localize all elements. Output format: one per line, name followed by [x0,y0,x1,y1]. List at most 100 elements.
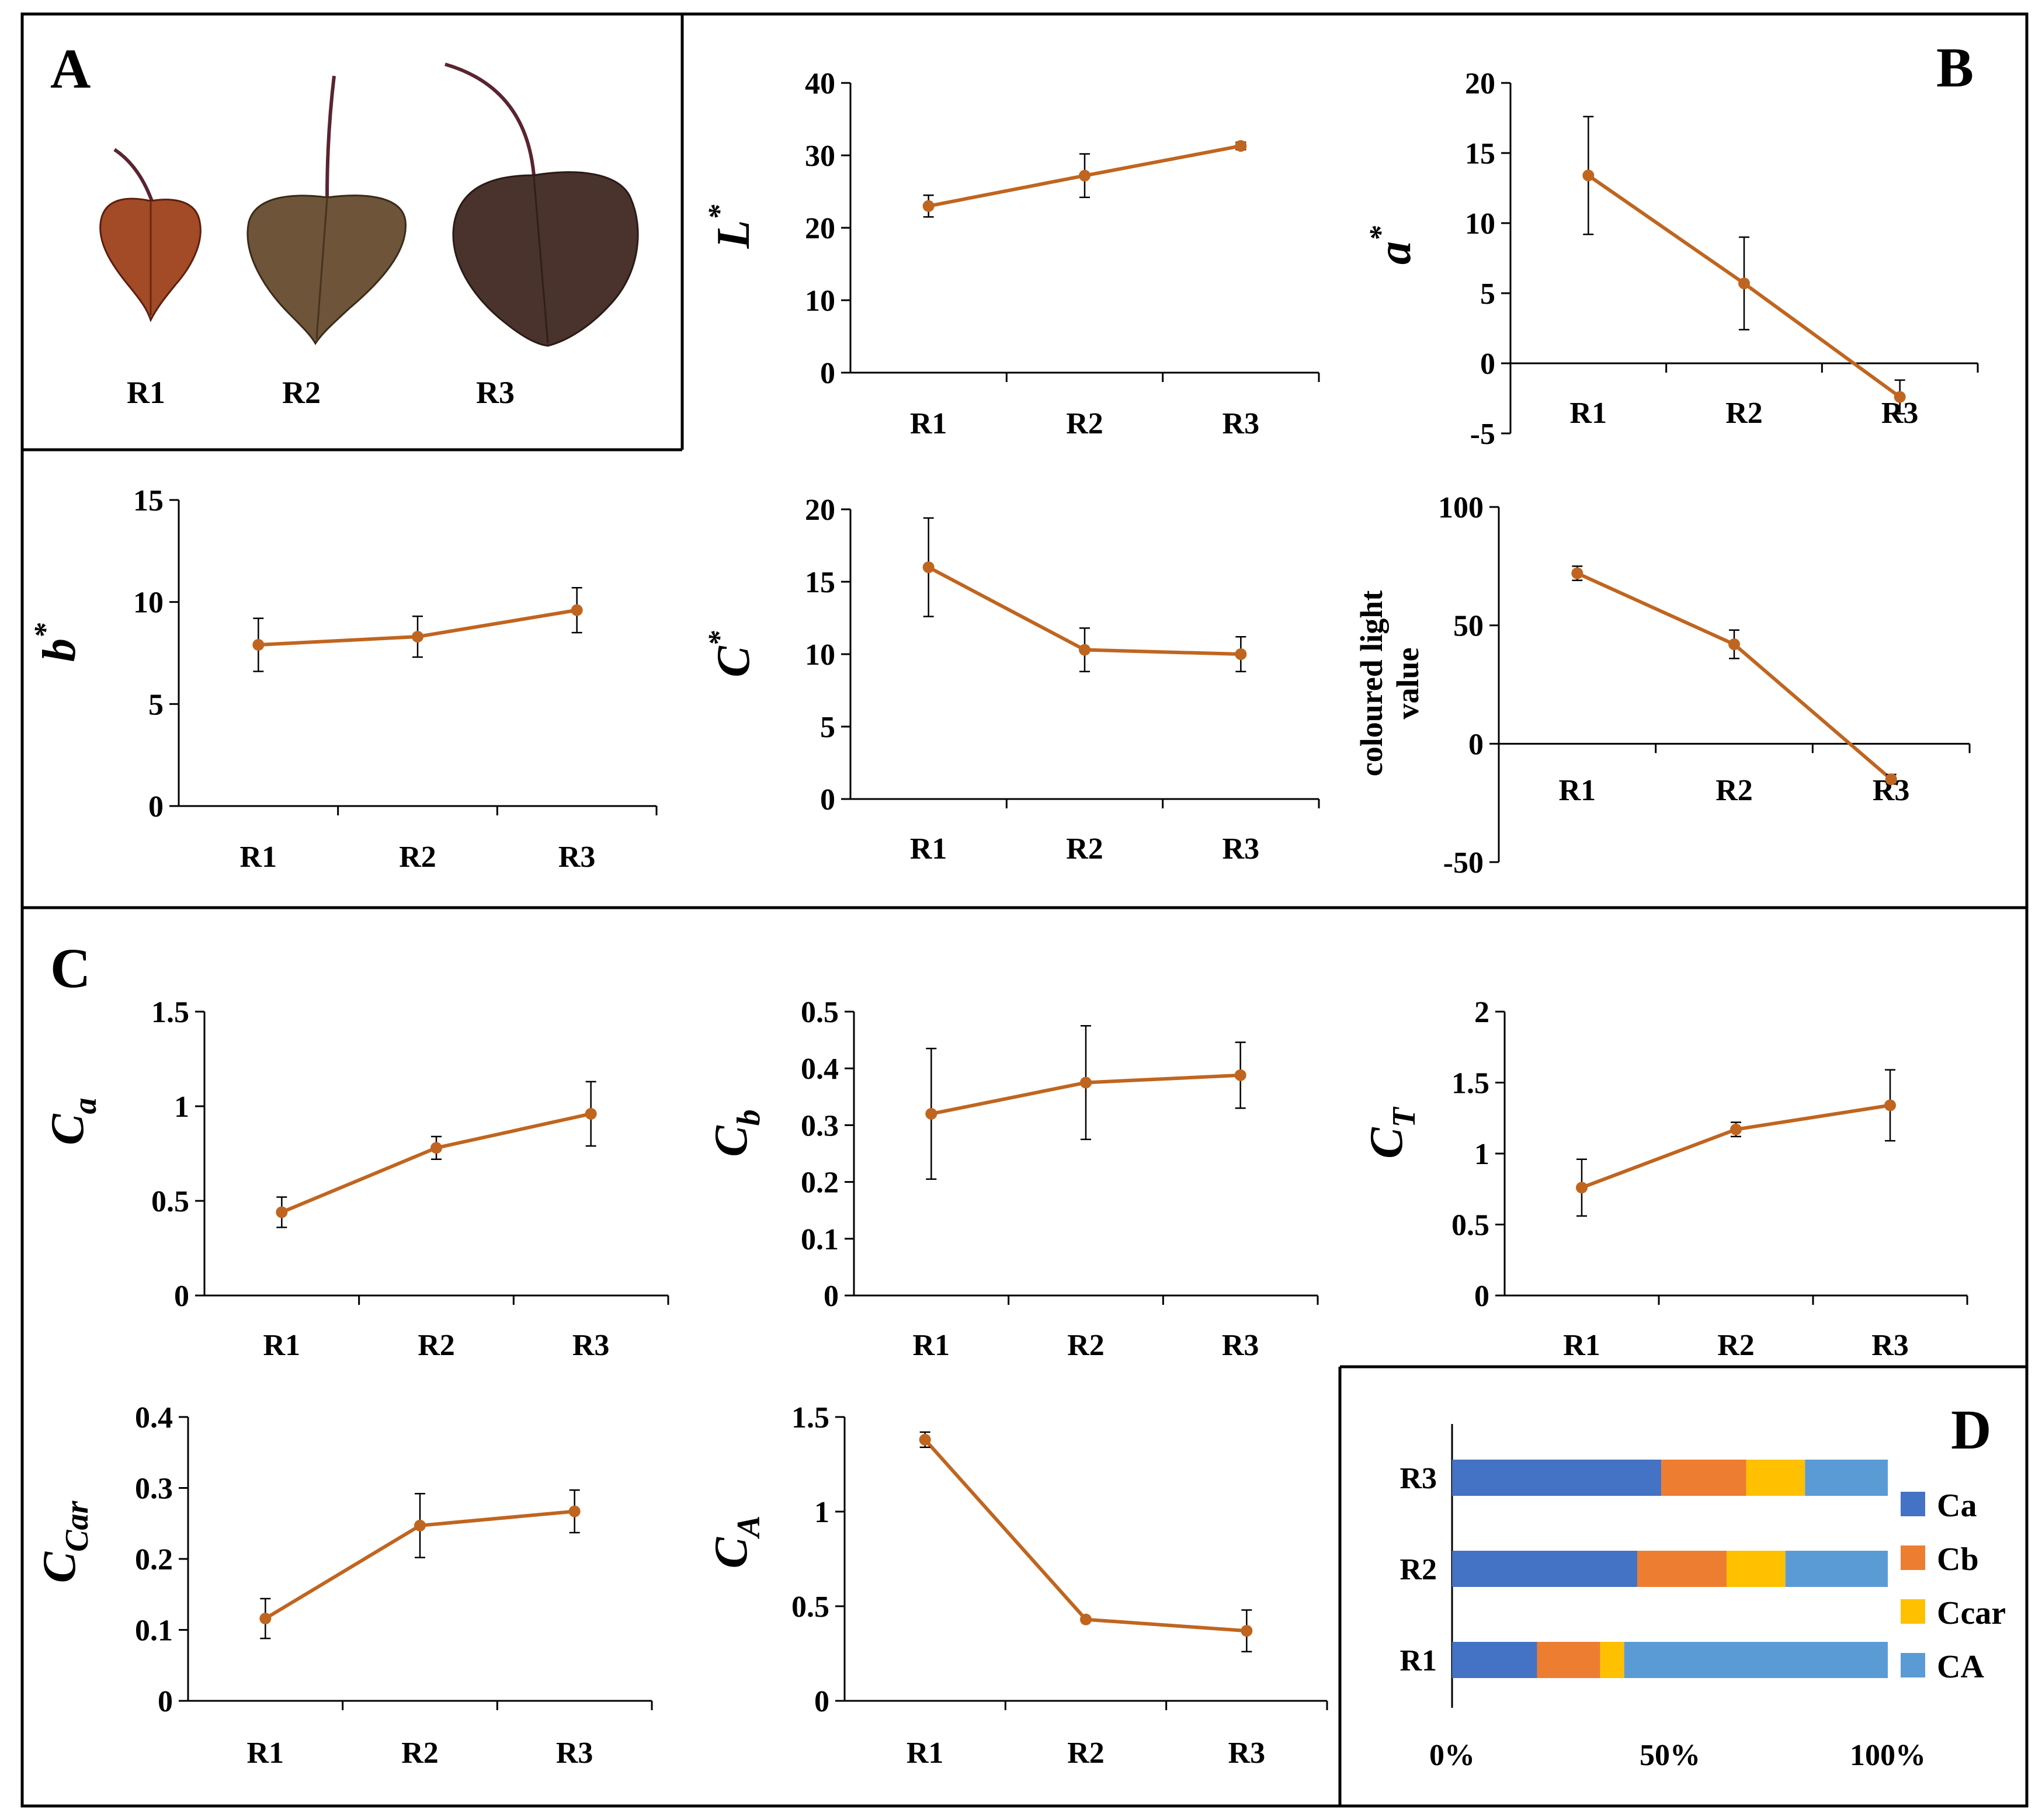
chart-carotenoid: 0 0.1 0.2 0.3 0.4 R1 R2 R3 CCar [34,1401,653,1770]
bar-segment-ccar [1726,1551,1786,1587]
panel-letter-d: D [1951,1398,1991,1461]
data-point [1234,1069,1246,1081]
y-tick-label: 1 [814,1496,829,1529]
data-point [925,1107,937,1120]
y-tick-label: 15 [805,566,835,599]
x-tick-label: R2 [1067,1329,1105,1362]
leaf-label-r3: R3 [476,375,515,410]
legend-label: Ccar [1937,1595,2006,1631]
x-tick-label: R2 [401,1736,439,1770]
leaf-r2-petiole [325,75,336,198]
y-tick-label: 0 [814,1685,829,1718]
y-tick-label: R3 [1399,1462,1437,1495]
x-tick-label: R3 [1228,1736,1266,1770]
bar-segment-ca [1785,1551,1888,1587]
bar-segment-cb [1661,1460,1746,1496]
x-tick-label: R1 [263,1329,301,1362]
series-line [1576,571,1892,781]
x-tick-label: R2 [1725,397,1763,430]
x-tick-label: R1 [913,1329,950,1362]
y-tick-label: 15 [1465,137,1495,171]
data-point [1885,773,1897,786]
x-tick-label: R3 [1222,1329,1259,1362]
x-tick-label: R1 [1563,1329,1600,1362]
y-axis-title: a* [1364,225,1421,265]
legend-swatch [1901,1653,1925,1677]
y-tick-label: 20 [1465,67,1495,100]
y-tick-label: 20 [805,494,835,527]
data-point [1571,567,1583,579]
series-line [923,1438,1247,1633]
x-tick-label: R1 [240,840,277,874]
bar-segment-ca [1452,1460,1662,1496]
y-tick-label: 0.3 [135,1472,173,1506]
y-tick-label: 1.5 [151,996,189,1029]
data-point [1730,1123,1742,1135]
y-axis-title: L* [703,204,759,249]
y-axis-title: CT [1361,1106,1422,1158]
data-point [1079,644,1091,656]
y-tick-label: -50 [1443,846,1484,880]
bar-segment-ccar [1746,1460,1805,1496]
leaf-r2-vein [315,198,328,339]
panel-letter-b: B [1936,36,1974,99]
y-tick-label: 0 [1474,1280,1489,1313]
data-point [568,1505,581,1517]
chart-chlorophyll-a: 0 0.5 1 1.5 R1 R2 R3 Ca [42,996,669,1362]
y-tick-label: 0.4 [135,1401,173,1435]
y-tick-label: 0.4 [801,1053,839,1086]
data-point [1235,648,1247,660]
legend-swatch [1901,1492,1925,1516]
leaf-r3-image [444,62,639,347]
x-tick-label: R2 [1067,1736,1105,1770]
y-tick-label: 0 [820,357,835,390]
x-tick-label: R2 [418,1329,455,1362]
y-tick-label: 0.5 [801,996,839,1029]
leaf-r3-vein [533,176,549,344]
y-tick-label: 1.5 [791,1401,829,1435]
data-point [1576,1182,1588,1194]
x-tick-label: R2 [1066,407,1103,440]
chart-anthocyanin: 0 0.5 1 1.5 R1 R2 R3 CA [706,1401,1328,1770]
x-tick-label: R1 [1570,397,1607,430]
y-tick-label: 0.5 [1451,1209,1489,1242]
y-tick-label: 0 [1480,348,1495,381]
data-point [414,1519,426,1531]
data-point [1582,169,1595,182]
chart-a-star: -505101520R1R2R3a* [1364,67,1979,451]
y-tick-label: 0 [158,1685,173,1718]
y-tick-label: -5 [1470,418,1495,451]
y-axis-title: Ca [42,1097,103,1145]
x-tick-label: R3 [558,840,596,874]
x-tick-label: R2 [1717,1329,1755,1362]
y-tick-label: 0.5 [151,1185,189,1218]
y-axis-title: C* [703,630,759,677]
x-tick-label: R1 [910,832,947,866]
leaf-r2-blade [246,194,407,345]
x-tick-label: R2 [1066,832,1103,866]
data-point [1738,277,1750,290]
leaf-r1-petiole [113,148,154,202]
y-tick-label: 0.1 [135,1614,173,1648]
y-tick-label: 0.3 [801,1109,839,1142]
y-tick-label: 15 [133,484,164,517]
data-point [1080,1076,1092,1089]
data-point [585,1107,597,1120]
y-tick-label: 0 [820,783,835,817]
legend-item-ccar: Ccar [1901,1595,2006,1631]
x-tick-label: 0% [1429,1739,1475,1772]
y-tick-label: 0.2 [135,1543,173,1576]
data-point [412,631,423,643]
legend-swatch [1901,1599,1925,1624]
chart-pigment-composition: R1 R2 R3 0% 50% 100% Ca Cb Ccar CA [1399,1424,2006,1772]
bar-segment-ca [1452,1642,1537,1678]
y-tick-label: R1 [1399,1644,1437,1677]
y-tick-label: 0 [174,1280,189,1313]
legend-label: CA [1937,1649,1984,1685]
bar-segment-ca [1624,1642,1888,1678]
y-tick-label: 30 [805,140,835,173]
chart-total-chlorophyll: 0 0.5 1 1.5 2 R1 R2 R3 CT [1361,996,1968,1362]
legend-item-ca: Ca [1901,1488,1977,1524]
